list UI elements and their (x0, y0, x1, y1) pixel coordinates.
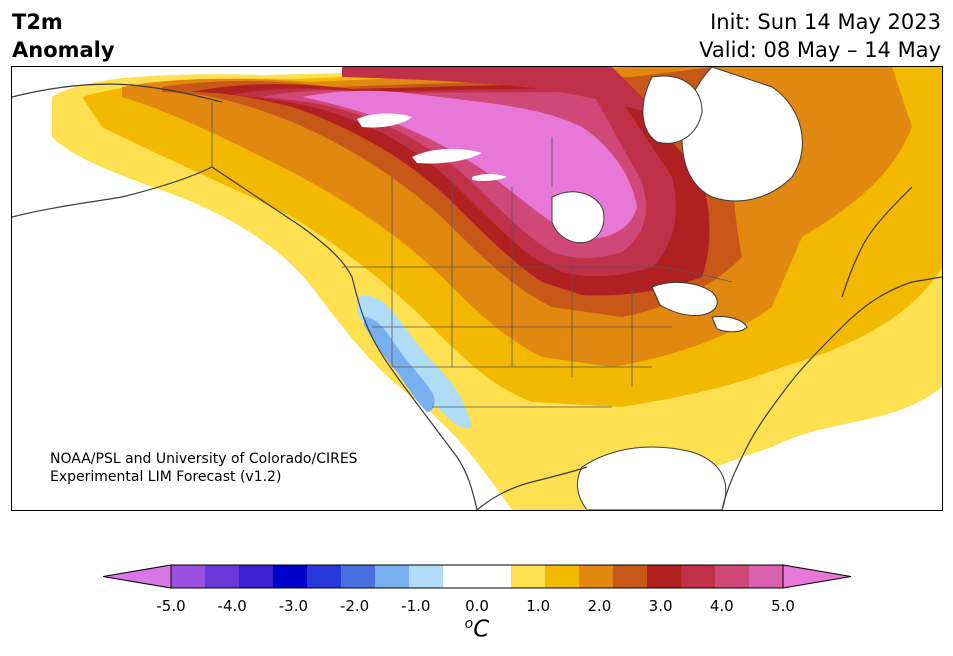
colorbar-tick-label: 1.0 (526, 597, 551, 615)
units-degree: o (464, 616, 474, 632)
colorbar-segment (205, 565, 240, 588)
credit-line-2: Experimental LIM Forecast (v1.2) (50, 469, 282, 485)
colorbar-segment (477, 565, 512, 588)
colorbar-segment (749, 565, 784, 588)
arctic-lake-2 (412, 148, 482, 164)
colorbar-tick-label: 0.0 (465, 597, 489, 615)
title-line-2: Anomaly (12, 38, 115, 62)
cool-band-2 (364, 317, 435, 412)
units-label: oC (465, 616, 490, 643)
colorbar-segment (307, 565, 342, 588)
colorbar-segment (171, 565, 206, 588)
colorbar-tick-label: -5.0 (156, 597, 186, 615)
colorbar-segment (579, 565, 614, 588)
colorbar-segment (681, 565, 716, 588)
colorbar-segment (375, 565, 410, 588)
colorbar-segment (715, 565, 750, 588)
colorbar-tick-label: -2.0 (339, 597, 370, 615)
colorbar (103, 564, 852, 589)
colorbar-tick-label: 5.0 (771, 597, 795, 615)
credit-text: NOAA/PSL and University of Colorado/CIRE… (50, 450, 358, 486)
colorbar-tick-label: -1.0 (401, 597, 431, 615)
init-date: Init: Sun 14 May 2023 (710, 10, 941, 34)
colorbar-segment (545, 565, 580, 588)
colorbar-segment (647, 565, 682, 588)
colorbar-tick-label: -4.0 (217, 597, 247, 615)
anomaly-band-north (342, 67, 662, 117)
colorbar-segment (341, 565, 376, 588)
colorbar-segment (409, 565, 444, 588)
units-celsius: C (473, 616, 490, 643)
greenland-north (642, 75, 703, 144)
map-canvas (12, 67, 942, 510)
borders (211, 102, 733, 408)
date-info: Init: Sun 14 May 2023 Valid: 08 May – 14… (699, 8, 941, 64)
colorbar-tick-label: 4.0 (709, 597, 734, 615)
great-lakes (651, 282, 748, 333)
colorbar-segments (103, 564, 852, 589)
colorbar-tick-label: 3.0 (648, 597, 673, 615)
colorbar-tick-label: 2.0 (587, 597, 612, 615)
colorbar-segment (273, 565, 308, 588)
cool-band-1 (357, 295, 472, 429)
colorbar-segment (613, 565, 648, 588)
colorbar-extend-low (103, 564, 172, 589)
credit-line-1: NOAA/PSL and University of Colorado/CIRE… (50, 451, 358, 467)
valid-period: Valid: 08 May – 14 May (699, 38, 941, 62)
arctic-lake-3 (472, 174, 507, 181)
colorbar-segment (239, 565, 274, 588)
coastlines (12, 83, 942, 510)
colorbar-extend-high (782, 564, 852, 589)
anomaly-map: NOAA/PSL and University of Colorado/CIRE… (11, 66, 943, 511)
arctic-lake-1 (357, 113, 412, 128)
colorbar-segment (511, 565, 546, 588)
colorbar-tick-label: -3.0 (278, 597, 309, 615)
gulf-of-mexico (576, 446, 727, 510)
map-title: T2m Anomaly (12, 8, 115, 64)
hudson-bay (551, 191, 605, 244)
colorbar-outline (170, 564, 784, 589)
colorbar-segment (443, 565, 478, 588)
title-line-1: T2m (12, 10, 63, 34)
